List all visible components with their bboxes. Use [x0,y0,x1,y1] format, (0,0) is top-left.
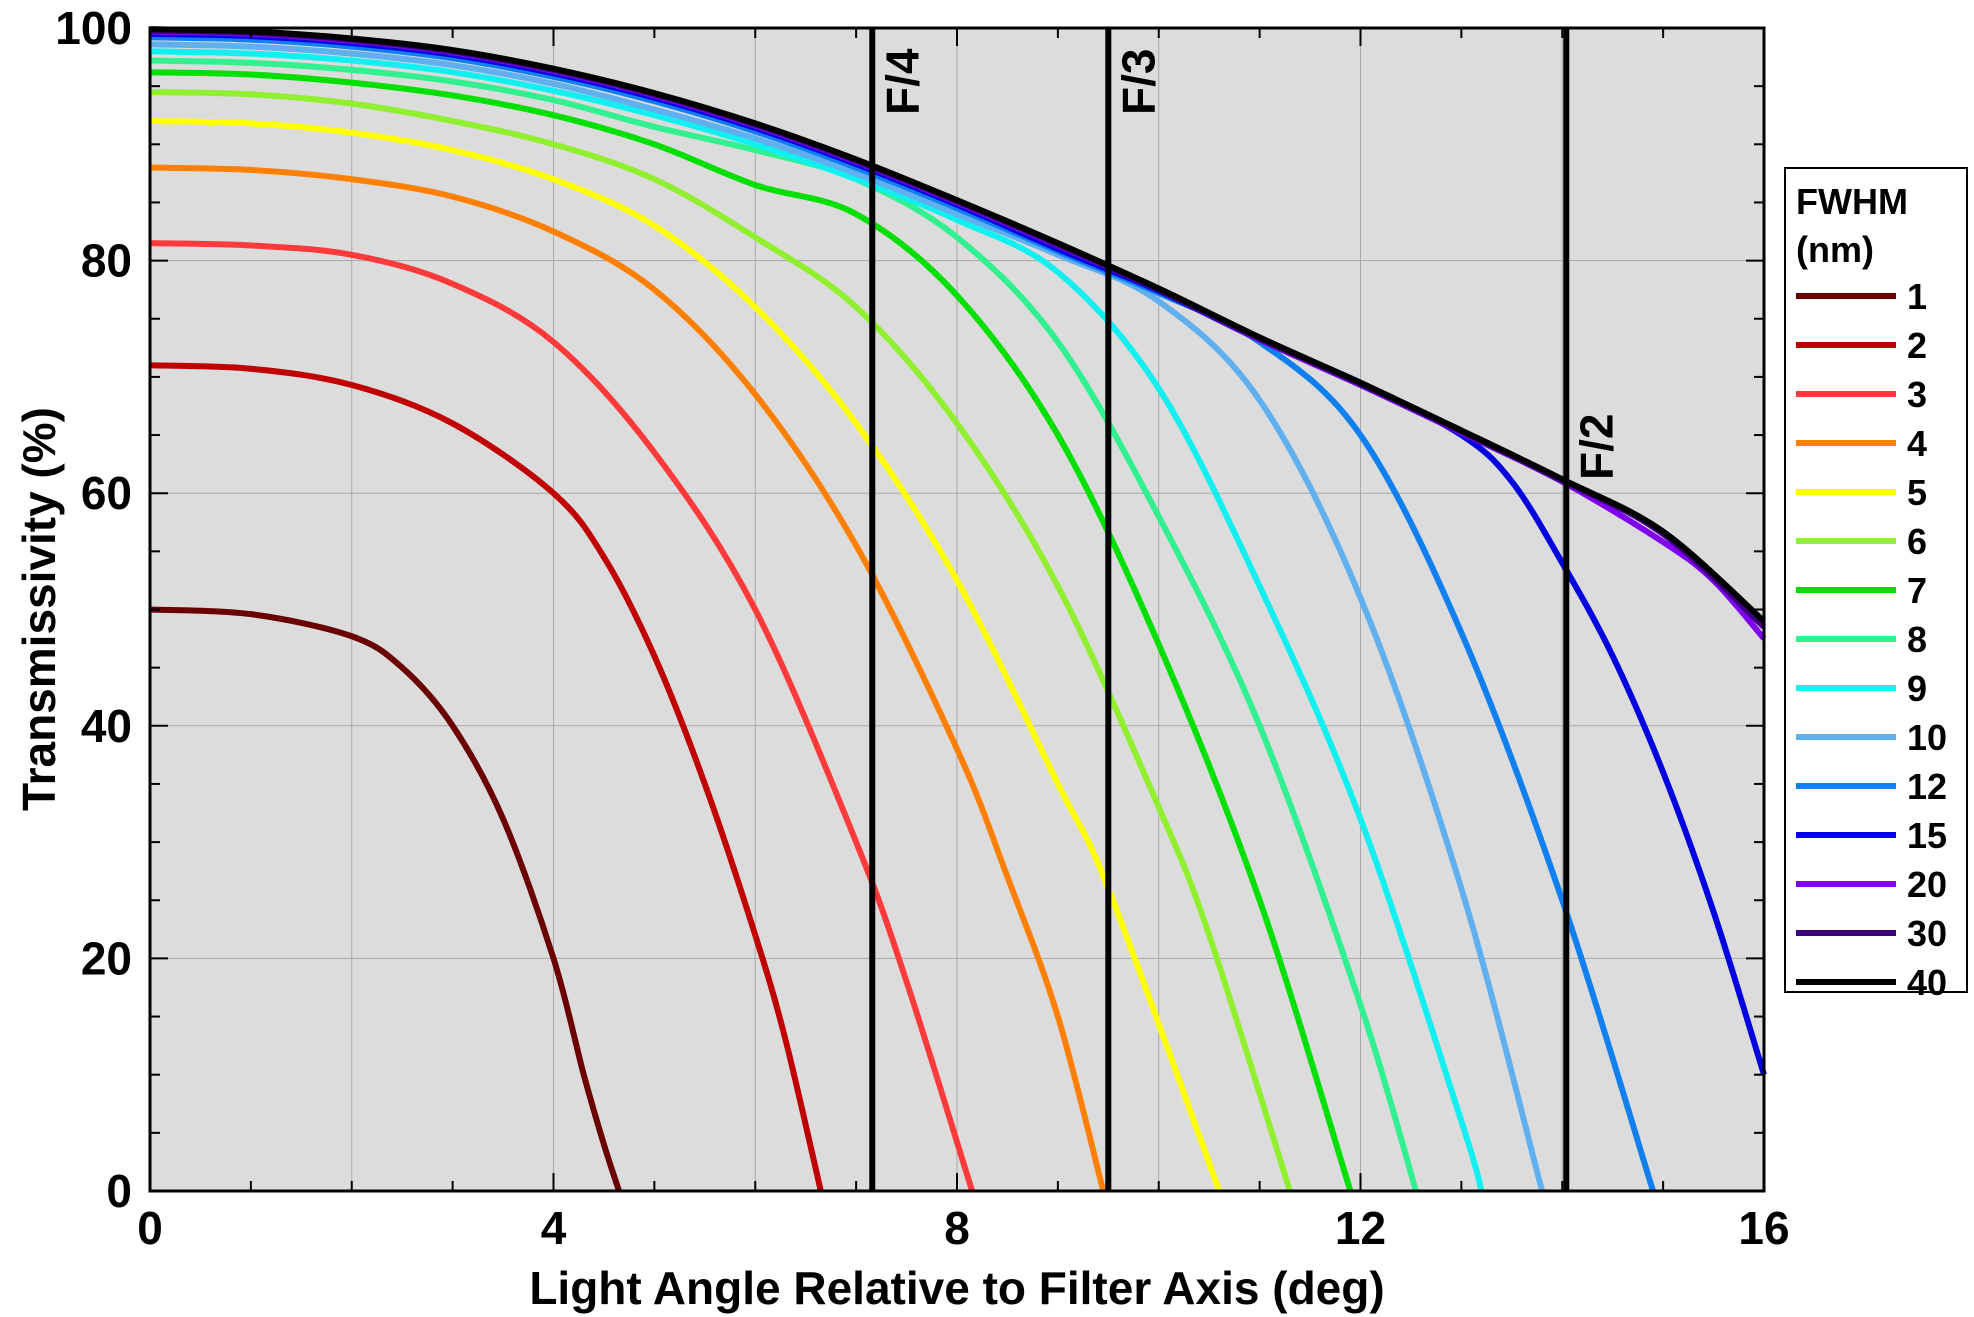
legend-label-30: 30 [1907,913,1947,954]
y-tick-label: 60 [81,467,132,519]
x-axis-title: Light Angle Relative to Filter Axis (deg… [529,1262,1384,1314]
x-tick-label: 0 [137,1202,163,1254]
legend-label-20: 20 [1907,864,1947,905]
legend-label-1: 1 [1907,276,1927,317]
legend-label-3: 3 [1907,374,1927,415]
legend-label-5: 5 [1907,472,1927,513]
y-axis-title: Transmissivity (%) [13,407,65,811]
series-line-fwhm-9 [149,48,1485,1192]
series-line-fwhm-5 [149,118,1223,1193]
x-tick-label: 12 [1335,1202,1386,1254]
series-line-fwhm-4 [149,164,1107,1192]
f-line-label: F/2 [1570,414,1622,480]
series-line-fwhm-7 [149,69,1354,1192]
y-tick-label: 40 [81,700,132,752]
x-tick-label: 4 [541,1202,567,1254]
f-line-label: F/3 [1112,49,1164,115]
series-layer [149,26,1767,1193]
axis-tick-labels: 0 4 8 12 16 0 20 40 60 80 100 [55,2,1789,1254]
series-line-fwhm-1 [149,606,622,1192]
series-line-fwhm-10 [149,41,1545,1192]
f-line-label: F/4 [876,48,928,115]
f-number-lines: F/4 F/3 F/2 [869,28,1622,1191]
y-tick-label: 80 [81,235,132,287]
legend-label-6: 6 [1907,521,1927,562]
y-tick-label: 0 [106,1165,132,1217]
legend-label-15: 15 [1907,815,1947,856]
legend-label-12: 12 [1907,766,1947,807]
series-line-fwhm-6 [149,88,1293,1192]
legend-box [1784,167,1968,993]
legend-title-line2: (nm) [1796,229,1874,270]
series-line-fwhm-2 [149,362,824,1192]
legend-label-4: 4 [1907,423,1927,464]
x-tick-label: 16 [1738,1202,1789,1254]
legend-title-line1: FWHM [1796,181,1908,222]
y-tick-label: 20 [81,932,132,984]
axis-ticks [149,27,1765,1192]
y-tick-label: 100 [55,2,132,54]
legend-label-8: 8 [1907,619,1927,660]
legend-label-10: 10 [1907,717,1947,758]
legend-label-2: 2 [1907,325,1927,366]
series-line-fwhm-40 [149,26,1766,624]
series-line-fwhm-3 [149,240,975,1192]
legend-label-7: 7 [1907,570,1927,611]
legend-label-40: 40 [1907,962,1947,1003]
series-line-fwhm-12 [149,34,1656,1192]
legend-label-9: 9 [1907,668,1927,709]
x-tick-label: 8 [944,1202,970,1254]
